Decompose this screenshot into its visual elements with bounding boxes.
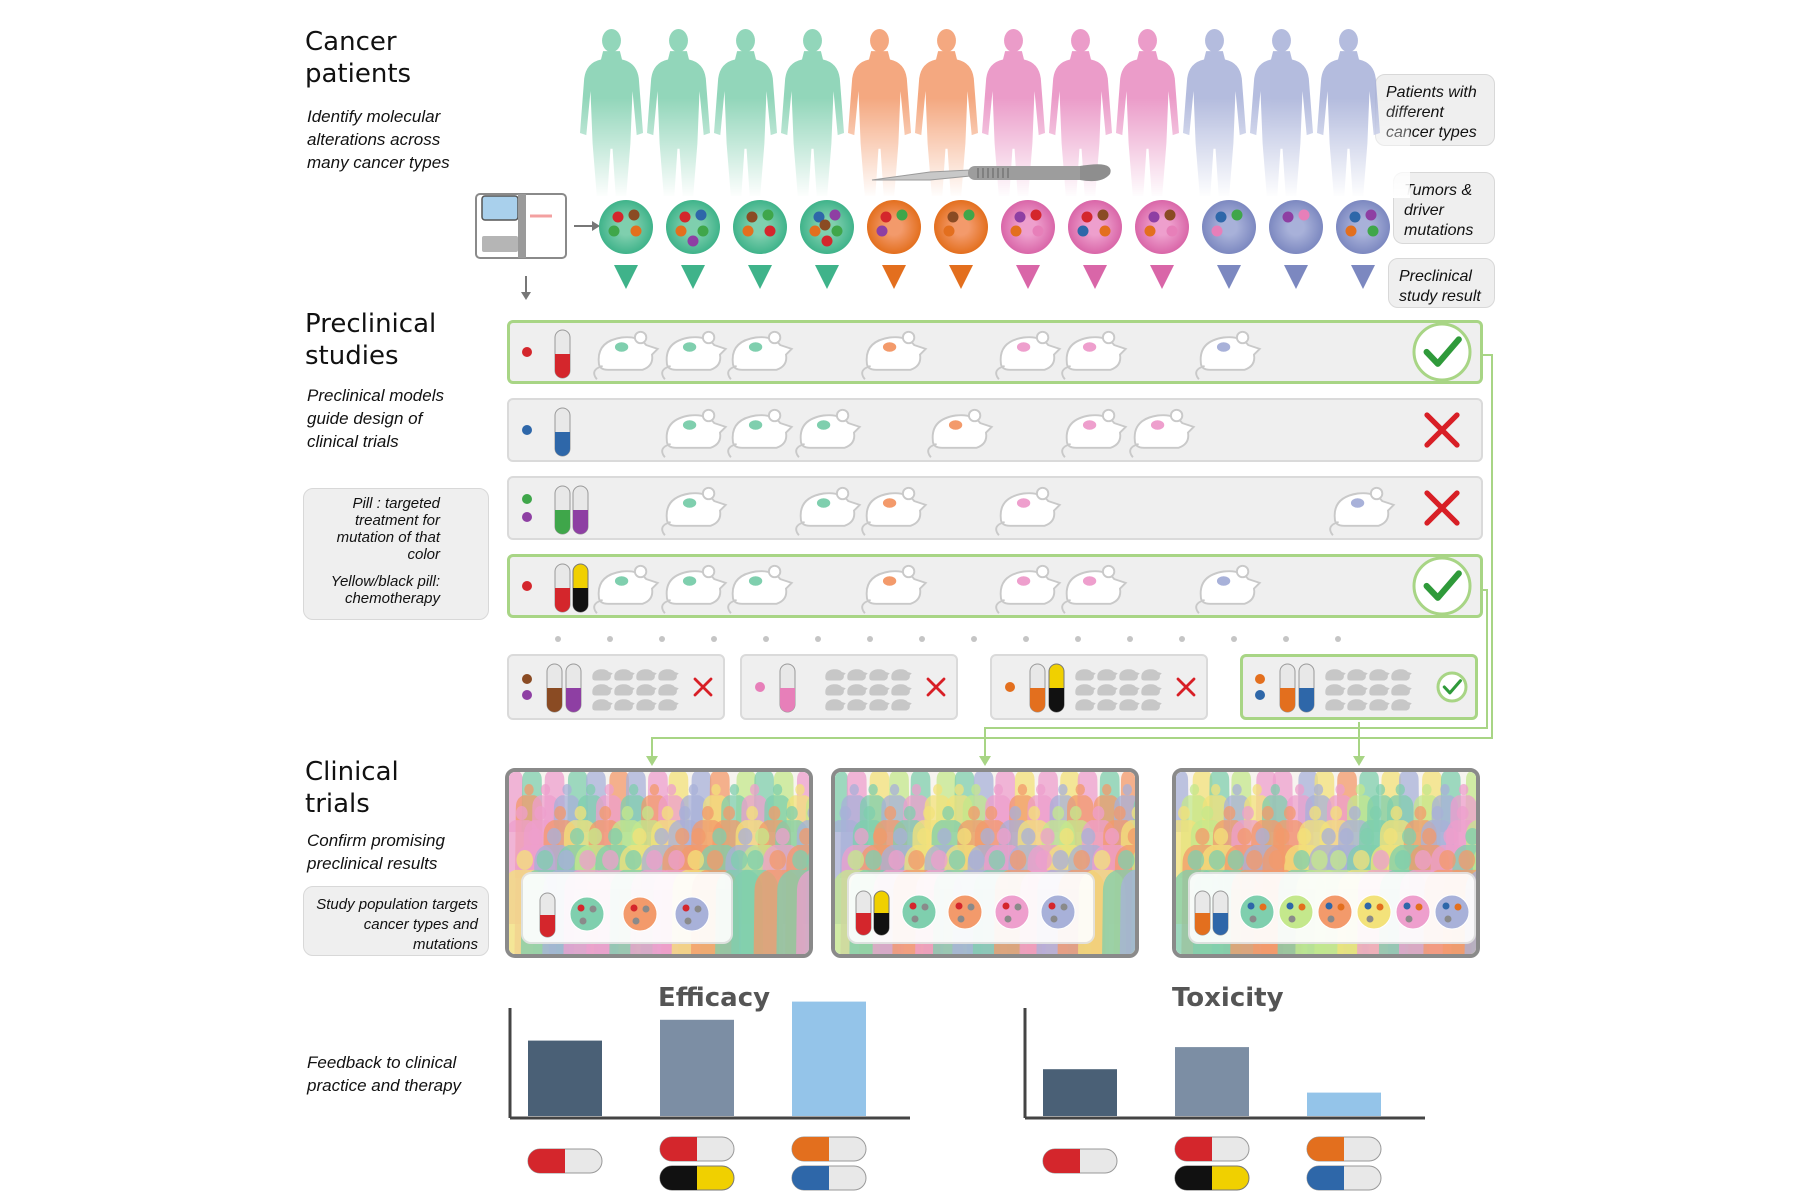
cross-icon [926, 677, 946, 697]
tumor-12 [1336, 200, 1390, 254]
bar-3 [1307, 1092, 1381, 1116]
cross-icon [693, 677, 713, 697]
sequencer-icon [475, 193, 600, 300]
separator-dot [815, 636, 821, 642]
tumor-11 [1269, 200, 1323, 254]
bar-3 [792, 1001, 866, 1116]
preclinical-row-content-3 [522, 485, 1460, 536]
study-result-callout: Preclinical study result [1388, 258, 1495, 308]
efficacy-chart [508, 1001, 910, 1191]
preclinical-row-content-4 [522, 556, 1472, 616]
mini-study-content-2 [755, 663, 946, 713]
check-icon [1412, 322, 1472, 382]
tumor-2 [666, 200, 720, 254]
tumor-6 [934, 200, 988, 254]
check-icon [1436, 671, 1468, 703]
patient-silhouettes [570, 29, 1410, 198]
separator-dot [1075, 636, 1081, 642]
separator-dot [555, 636, 561, 642]
separator-dot [1335, 636, 1341, 642]
study-population-callout: Study population targets cancer types an… [303, 886, 489, 956]
cross-icon [1176, 677, 1196, 697]
trial-1-panel [539, 892, 710, 938]
efficacy-chart-title: Efficacy [658, 983, 771, 1013]
tumor-3 [733, 200, 787, 254]
preclinical-row-content-1 [522, 322, 1472, 382]
preclinical-row-content-2 [522, 407, 1460, 458]
tumor-row [599, 200, 1390, 289]
bar-2 [1175, 1047, 1249, 1116]
tumor-1 [599, 200, 653, 254]
separator-dot [763, 636, 769, 642]
clinical-trials-desc: Confirm promising preclinical results [307, 831, 445, 873]
feedback-desc: Feedback to clinical practice and therap… [307, 1053, 462, 1095]
separator-dot [1023, 636, 1029, 642]
preclinical-studies-title: Preclinical studies [305, 309, 437, 371]
separator-dot [867, 636, 873, 642]
separator-dot [1127, 636, 1133, 642]
separator-dot [711, 636, 717, 642]
mini-study-content-4 [1255, 663, 1468, 713]
tumor-9 [1135, 200, 1189, 254]
trial-3-panel [1194, 890, 1470, 936]
clinical-trials-title: Clinical trials [305, 757, 399, 819]
toxicity-chart-title: Toxicity [1172, 983, 1284, 1013]
check-icon [1412, 556, 1472, 616]
cancer-patients-desc: Identify molecular alterations across ma… [307, 107, 450, 172]
separator-dot [1283, 636, 1289, 642]
tumor-7 [1001, 200, 1055, 254]
separator-dot [1179, 636, 1185, 642]
preclinical-studies-desc: Preclinical models guide design of clini… [307, 386, 444, 451]
trial-2-panel [855, 890, 1076, 936]
cross-icon [1424, 490, 1460, 526]
mini-study-content-1 [522, 663, 713, 713]
preclinical-rows-content [522, 322, 1472, 616]
separator-dot [1231, 636, 1237, 642]
bar-1 [528, 1040, 602, 1116]
toxicity-chart [1023, 1008, 1425, 1191]
pill-legend-callout [303, 488, 489, 620]
separator-dot [919, 636, 925, 642]
bar-2 [660, 1019, 734, 1116]
mini-studies-content [522, 663, 1468, 713]
cross-icon [1424, 412, 1460, 448]
tumors-callout: Tumors & driver mutations [1393, 172, 1495, 244]
separator-dot [659, 636, 665, 642]
separator-dot [607, 636, 613, 642]
tumor-8 [1068, 200, 1122, 254]
pill-targeted-text: Pill : targeted treatment for mutation o… [336, 495, 440, 563]
cancer-patients-title: Cancer patients [305, 27, 412, 89]
tumor-4 [800, 200, 854, 254]
tumor-5 [867, 200, 921, 254]
pill-chemo-text: Yellow/black pill: chemotherapy [330, 573, 440, 607]
mini-study-content-3 [1005, 663, 1196, 713]
scalpel-icon [871, 164, 1111, 182]
bar-1 [1043, 1069, 1117, 1116]
tumor-10 [1202, 200, 1256, 254]
separator-dot [971, 636, 977, 642]
